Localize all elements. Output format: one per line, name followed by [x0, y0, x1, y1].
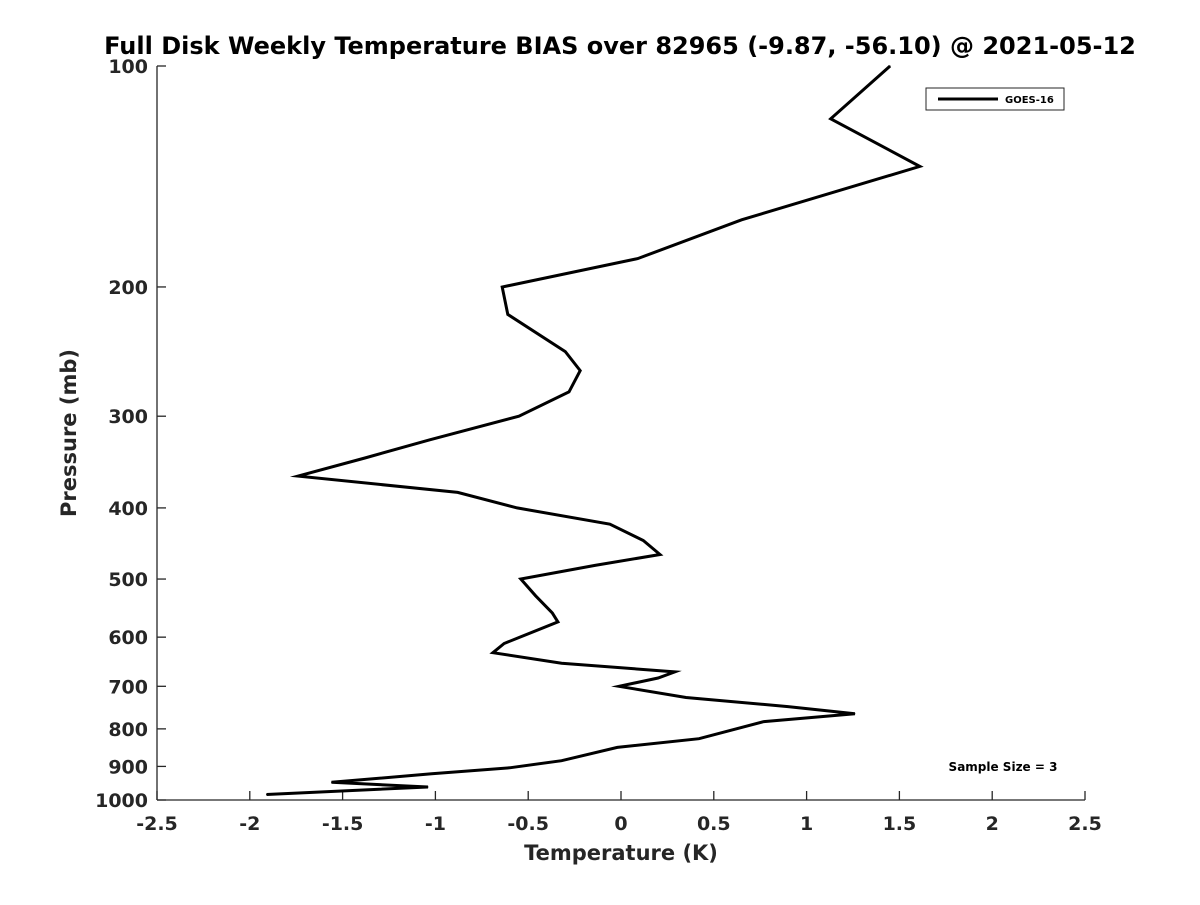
data-point [763, 721, 765, 723]
x-tick-label: -1 [425, 813, 446, 835]
y-tick-label: 300 [108, 406, 148, 428]
data-point [518, 415, 520, 417]
data-point [889, 65, 891, 67]
data-point [492, 652, 494, 654]
data-point [830, 118, 832, 120]
data-point [919, 165, 921, 167]
series-layer [266, 64, 924, 796]
data-point [564, 351, 566, 353]
data-point [551, 612, 553, 614]
y-tick-label: 800 [108, 719, 148, 741]
data-point [616, 746, 618, 748]
y-tick-label: 500 [108, 569, 148, 591]
data-point [501, 286, 503, 288]
data-point [637, 258, 639, 260]
data-point [331, 781, 332, 783]
data-point [297, 475, 299, 477]
data-point [579, 370, 581, 372]
data-point [618, 685, 620, 687]
data-point [568, 391, 570, 393]
data-point [509, 767, 511, 769]
x-tick-label: -2.5 [136, 813, 178, 835]
x-ticks: -2.5 -2 -1.5 -1 -0.5 0 0.5 1 1.5 2 2.5 [136, 791, 1102, 835]
sample-size-annotation: Sample Size = 3 [949, 760, 1058, 774]
y-tick-label: 600 [108, 627, 148, 649]
data-point [431, 773, 433, 775]
x-tick-label: 2.5 [1068, 813, 1102, 835]
data-point [535, 595, 537, 597]
data-point [674, 671, 676, 673]
y-tick-label: 700 [108, 676, 148, 698]
y-tick-label: 100 [108, 56, 148, 78]
x-tick-label: 0.5 [697, 813, 731, 835]
legend-label-goes-16: GOES-16 [1005, 95, 1054, 106]
data-point [520, 578, 522, 580]
y-tick-label: 1000 [95, 790, 148, 812]
x-tick-label: -1.5 [322, 813, 364, 835]
chart-title: Full Disk Weekly Temperature BIAS over 8… [104, 32, 1136, 60]
data-point [561, 662, 563, 664]
x-tick-label: 1 [800, 813, 813, 835]
x-axis-label: Temperature (K) [524, 841, 718, 865]
data-point [457, 491, 459, 493]
data-point [685, 697, 687, 698]
data-point [503, 643, 505, 644]
data-point [266, 794, 267, 795]
data-point [657, 677, 659, 679]
data-point [642, 540, 644, 541]
data-point [427, 786, 429, 788]
data-point [609, 523, 611, 525]
x-tick-label: -2 [239, 813, 260, 835]
data-point [698, 738, 700, 740]
y-tick-label: 400 [108, 498, 148, 520]
data-point [659, 554, 661, 555]
data-point [557, 621, 559, 623]
data-point [594, 564, 596, 566]
x-tick-label: 1.5 [883, 813, 917, 835]
y-axis-label: Pressure (mb) [57, 349, 81, 517]
y-tick-label: 200 [108, 277, 148, 299]
y-ticks: 100 200 300 400 500 600 700 800 900 1000 [95, 56, 166, 812]
data-point [787, 706, 789, 708]
data-point [854, 713, 856, 715]
data-point [364, 457, 366, 459]
data-point [561, 760, 563, 762]
data-point [429, 439, 431, 441]
legend: GOES-16 [925, 87, 1065, 111]
x-tick-label: 0 [614, 813, 627, 835]
series-line-goes-16 [266, 64, 924, 796]
x-tick-label: 2 [986, 813, 999, 835]
data-point [741, 219, 743, 221]
x-tick-label: -0.5 [507, 813, 549, 835]
data-point [516, 507, 518, 509]
data-point [507, 313, 509, 315]
y-tick-label: 900 [108, 756, 148, 778]
